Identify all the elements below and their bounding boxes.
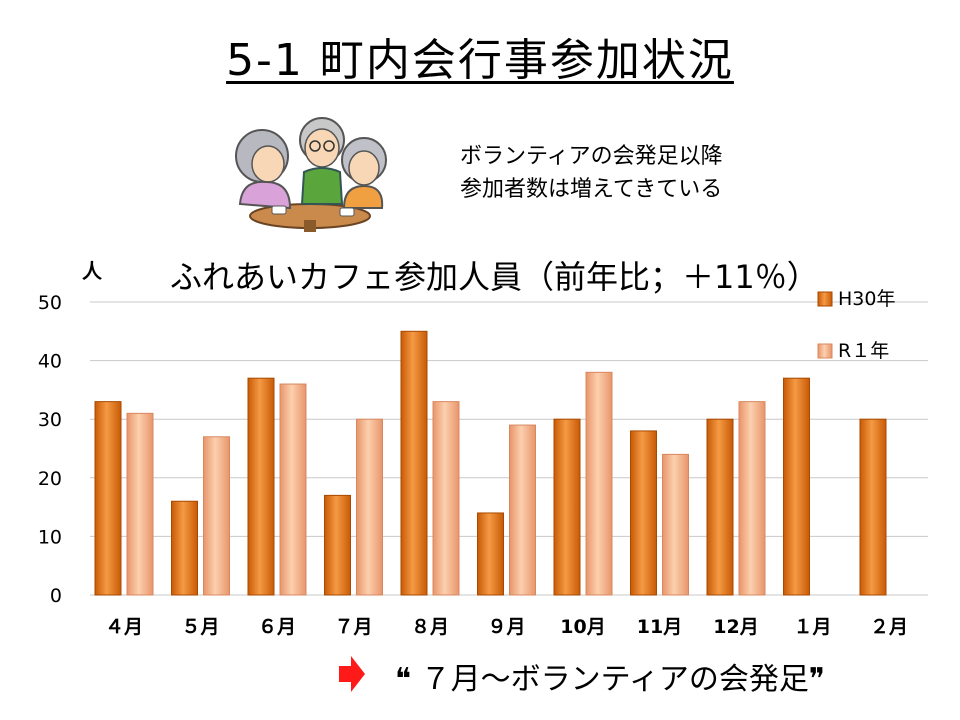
legend-swatch <box>817 343 833 359</box>
legend-label: H30年 <box>838 288 895 310</box>
bar-h30 <box>859 418 887 596</box>
x-tick-label: ７月 <box>334 616 372 638</box>
x-tick-label: ５月 <box>181 616 219 638</box>
bar-r1 <box>509 424 536 596</box>
red-arrow-icon <box>339 656 365 692</box>
y-tick-label: 30 <box>38 409 62 431</box>
footer-note: ❝ ７月～ボランティアの会発足❞ <box>395 662 826 697</box>
x-tick-label: ４月 <box>105 616 143 638</box>
y-tick-label: 20 <box>38 468 62 490</box>
bar-r1 <box>432 401 460 596</box>
bar-h30 <box>247 377 275 596</box>
slide-title: 5-1 町内会行事参加状況 <box>0 24 960 88</box>
legend-swatch <box>817 291 833 307</box>
bar-chart: 0 10 20 30 40 50 ４月 ５月 ６月 ７月 ８月 ９月 10月 11月 12月 １月 ２月 H30… <box>38 288 928 638</box>
bar-h30 <box>324 494 351 596</box>
note-line-1: ボランティアの会発足以降 <box>460 144 723 169</box>
x-tick-label: 12月 <box>713 616 758 638</box>
bar-h30 <box>171 500 198 596</box>
bar-r1 <box>585 371 613 596</box>
bar-h30 <box>477 512 504 596</box>
bar-r1 <box>203 436 230 596</box>
note-text: ボランティアの会発足以降 参加者数は増えてきている <box>460 140 723 206</box>
note-line-2: 参加者数は増えてきている <box>460 177 723 202</box>
y-tick-label: 40 <box>38 351 62 373</box>
bar-r1 <box>662 453 689 596</box>
bar-h30 <box>400 330 428 596</box>
bar-r1 <box>126 412 154 596</box>
bar-r1 <box>738 401 766 596</box>
chart-title: ふれあいカフェ参加人員（前年比；＋11％） <box>170 258 819 296</box>
x-tick-label: ６月 <box>258 616 296 638</box>
bar-h30 <box>783 377 810 596</box>
bar-r1 <box>279 383 307 596</box>
y-axis-unit: 人 <box>82 259 102 283</box>
y-tick-label: 50 <box>38 292 62 314</box>
elderly-people-illustration <box>235 117 387 232</box>
bar-h30 <box>553 418 581 596</box>
bar-h30 <box>630 430 657 596</box>
bar-r1 <box>356 418 383 596</box>
legend-label: R１年 <box>838 340 889 362</box>
y-tick-label: 10 <box>38 526 62 548</box>
x-tick-label: 11月 <box>637 616 682 638</box>
slide-title-text: 5-1 町内会行事参加状況 <box>226 35 734 86</box>
x-tick-label: 10月 <box>560 616 605 638</box>
x-tick-label: ８月 <box>411 616 449 638</box>
bar-h30 <box>94 401 122 596</box>
x-tick-label: ２月 <box>870 616 908 638</box>
x-tick-label: ９月 <box>487 616 525 638</box>
y-tick-label: 0 <box>50 585 62 607</box>
bar-h30 <box>706 418 734 596</box>
x-tick-label: １月 <box>793 616 831 638</box>
